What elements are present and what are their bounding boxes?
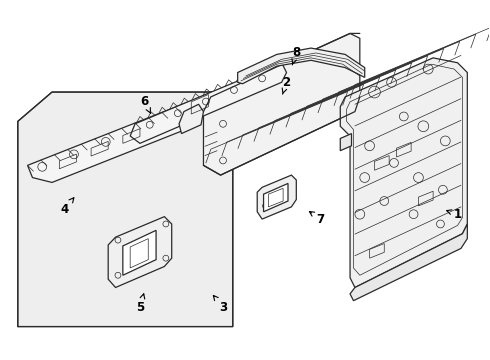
Polygon shape [340, 134, 351, 151]
Polygon shape [27, 102, 201, 183]
Polygon shape [108, 217, 172, 288]
Polygon shape [179, 104, 203, 134]
Polygon shape [18, 92, 233, 327]
Polygon shape [264, 184, 288, 212]
Polygon shape [238, 48, 365, 84]
Text: 6: 6 [141, 95, 151, 114]
Polygon shape [340, 58, 467, 288]
Polygon shape [123, 230, 156, 275]
Polygon shape [350, 224, 467, 301]
Text: 7: 7 [309, 212, 325, 226]
Text: 2: 2 [282, 76, 291, 94]
Text: 3: 3 [213, 296, 227, 314]
Polygon shape [203, 33, 360, 175]
Polygon shape [257, 175, 296, 219]
Polygon shape [130, 63, 287, 143]
Text: 8: 8 [292, 46, 300, 65]
Text: 4: 4 [60, 198, 74, 216]
Text: 5: 5 [136, 294, 145, 314]
Text: 1: 1 [447, 208, 462, 221]
